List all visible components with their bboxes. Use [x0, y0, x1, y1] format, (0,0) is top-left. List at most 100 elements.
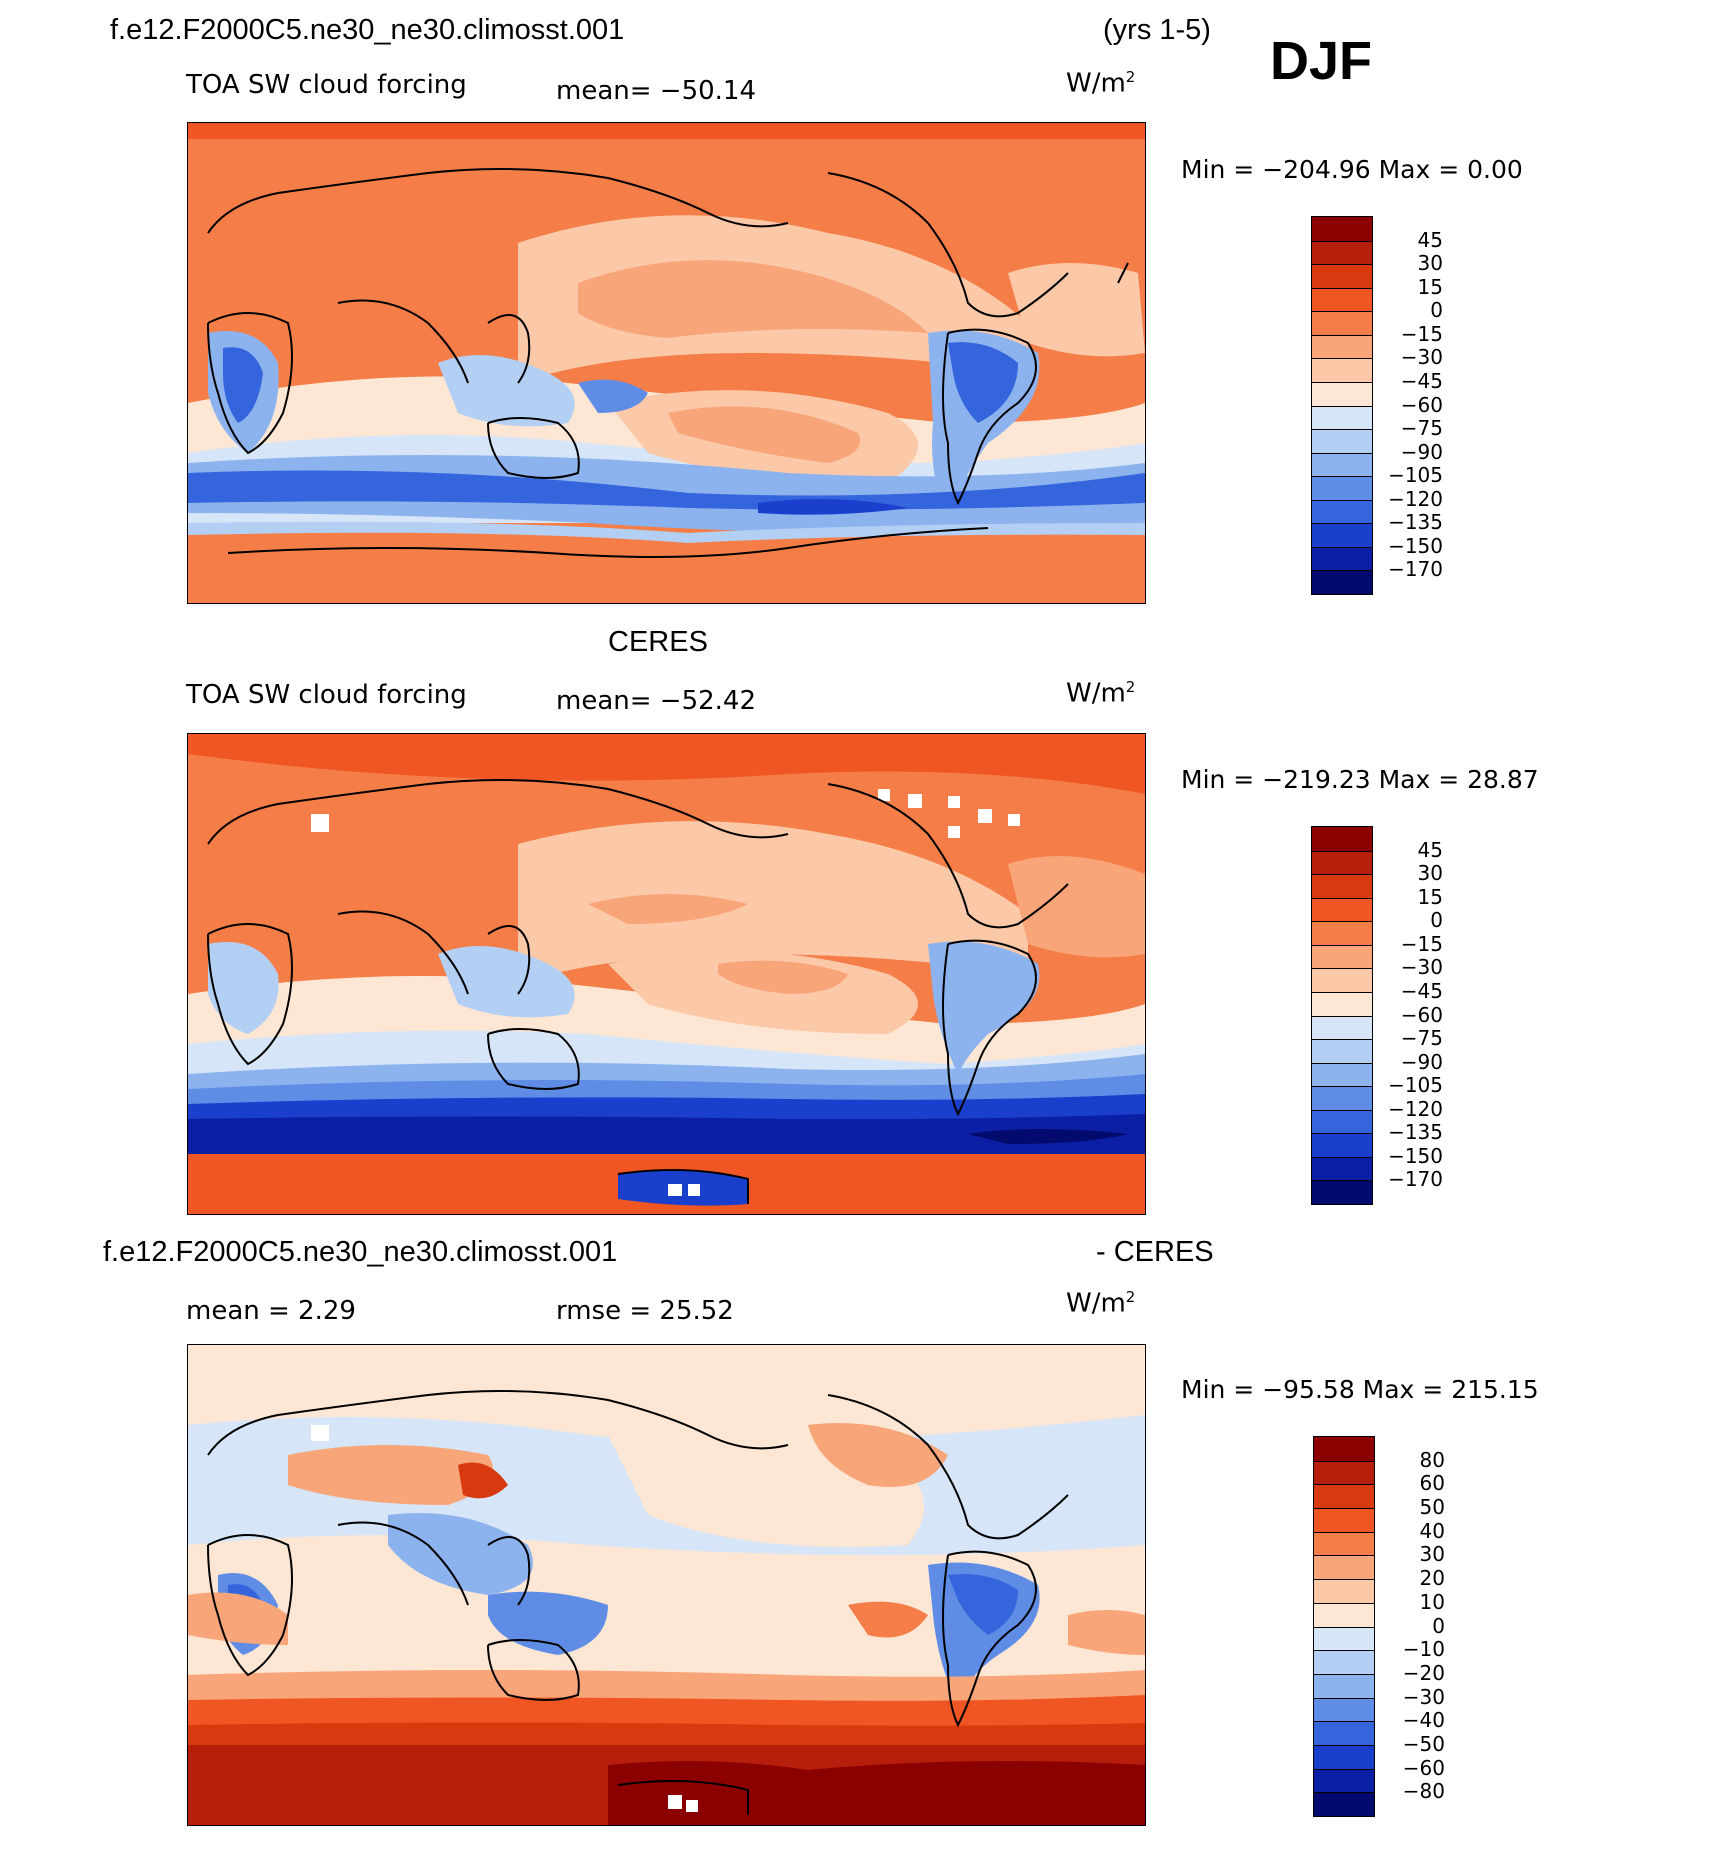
colorbar-segment	[1312, 217, 1372, 241]
colorbar-segment	[1312, 452, 1372, 477]
panel1-colorbar	[1311, 216, 1373, 595]
colorbar-tick-label: −135	[1388, 510, 1443, 535]
colorbar-segment	[1314, 1673, 1374, 1698]
colorbar-tick-label: 30	[1419, 1542, 1445, 1567]
panel2-map	[187, 733, 1146, 1215]
panel3-rmse: rmse = 25.52	[556, 1296, 734, 1326]
colorbar-tick-label: 15	[1417, 274, 1443, 299]
colorbar-tick-label: 20	[1419, 1566, 1445, 1591]
panel2-title: CERES	[608, 626, 708, 658]
colorbar-segment	[1312, 1086, 1372, 1110]
panel3-mean: mean = 2.29	[186, 1296, 356, 1326]
panel2-colorbar	[1311, 826, 1373, 1205]
panel2-variable: TOA SW cloud forcing	[186, 680, 467, 710]
colorbar-tick-label: −60	[1400, 392, 1443, 417]
colorbar-segment	[1314, 1460, 1374, 1485]
panel3-colorbar	[1313, 1436, 1375, 1817]
colorbar-segment	[1314, 1531, 1374, 1556]
colorbar-segment	[1312, 991, 1372, 1016]
colorbar-segment	[1312, 827, 1372, 851]
colorbar-segment	[1314, 1602, 1374, 1627]
colorbar-tick-label: 45	[1417, 837, 1443, 862]
colorbar-segment	[1312, 546, 1372, 571]
colorbar-tick-label: −120	[1388, 1096, 1443, 1121]
colorbar-segment	[1312, 1133, 1372, 1157]
colorbar-tick-label: −120	[1388, 486, 1443, 511]
colorbar-tick-label: −90	[1400, 439, 1443, 464]
colorbar-segment	[1314, 1768, 1374, 1793]
colorbar-segment	[1312, 897, 1372, 922]
colorbar-tick-label: −75	[1400, 1026, 1443, 1051]
panel1-variable: TOA SW cloud forcing	[186, 70, 467, 100]
colorbar-segment	[1312, 334, 1372, 359]
colorbar-tick-label: −75	[1400, 416, 1443, 441]
colorbar-segment	[1314, 1792, 1374, 1816]
colorbar-tick-label: 15	[1417, 884, 1443, 909]
panel2-mean: mean= −52.42	[556, 686, 757, 716]
colorbar-tick-label: 10	[1419, 1589, 1445, 1614]
colorbar-tick-label: −105	[1388, 463, 1443, 488]
colorbar-segment	[1312, 968, 1372, 992]
colorbar-segment	[1314, 1484, 1374, 1509]
panel3-title-right: - CERES	[1096, 1236, 1214, 1268]
season-label: DJF	[1270, 31, 1373, 91]
colorbar-segment	[1314, 1508, 1374, 1532]
colorbar-tick-label: −170	[1388, 1167, 1443, 1192]
colorbar-segment	[1312, 874, 1372, 898]
colorbar-segment	[1314, 1721, 1374, 1745]
colorbar-segment	[1312, 1015, 1372, 1040]
colorbar-tick-label: −60	[1400, 1002, 1443, 1027]
colorbar-tick-label: −170	[1388, 557, 1443, 582]
colorbar-segment	[1312, 1039, 1372, 1063]
colorbar-segment	[1312, 405, 1372, 430]
colorbar-tick-label: −135	[1388, 1120, 1443, 1145]
colorbar-tick-label: 30	[1417, 251, 1443, 276]
colorbar-segment	[1312, 944, 1372, 969]
colorbar-tick-label: −30	[1400, 345, 1443, 370]
colorbar-segment	[1312, 358, 1372, 382]
colorbar-segment	[1314, 1626, 1374, 1651]
colorbar-tick-label: −80	[1402, 1779, 1445, 1804]
colorbar-tick-label: 0	[1430, 298, 1443, 323]
colorbar-tick-label: −30	[1400, 955, 1443, 980]
colorbar-segment	[1312, 1109, 1372, 1134]
colorbar-tick-label: −40	[1402, 1708, 1445, 1733]
colorbar-tick-label: 45	[1417, 227, 1443, 252]
colorbar-segment	[1312, 381, 1372, 406]
colorbar-segment	[1312, 264, 1372, 288]
panel1-units: W/m2	[1066, 68, 1136, 99]
colorbar-tick-label: 80	[1419, 1447, 1445, 1472]
colorbar-segment	[1314, 1650, 1374, 1674]
colorbar-tick-label: 40	[1419, 1518, 1445, 1543]
colorbar-segment	[1314, 1437, 1374, 1461]
colorbar-tick-label: −15	[1400, 931, 1443, 956]
colorbar-segment	[1312, 240, 1372, 265]
colorbar-segment	[1312, 1180, 1372, 1204]
panel3-units: W/m2	[1066, 1288, 1136, 1319]
colorbar-tick-label: −150	[1388, 1143, 1443, 1168]
colorbar-segment	[1314, 1579, 1374, 1603]
colorbar-segment	[1314, 1555, 1374, 1580]
colorbar-segment	[1312, 850, 1372, 875]
colorbar-tick-label: −15	[1400, 321, 1443, 346]
panel1-map-field	[188, 123, 1145, 603]
colorbar-tick-label: −60	[1402, 1755, 1445, 1780]
colorbar-segment	[1312, 499, 1372, 524]
years-label: (yrs 1-5)	[1103, 14, 1211, 46]
panel2-minmax: Min = −219.23 Max = 28.87	[1181, 765, 1539, 794]
colorbar-tick-label: −30	[1402, 1684, 1445, 1709]
panel3-minmax: Min = −95.58 Max = 215.15	[1181, 1375, 1539, 1404]
panel1-map	[187, 122, 1146, 604]
colorbar-tick-label: 60	[1419, 1471, 1445, 1496]
colorbar-tick-label: −20	[1402, 1660, 1445, 1685]
colorbar-tick-label: −150	[1388, 533, 1443, 558]
colorbar-tick-label: 30	[1417, 861, 1443, 886]
colorbar-segment	[1312, 1156, 1372, 1181]
colorbar-segment	[1312, 311, 1372, 335]
colorbar-tick-label: −105	[1388, 1073, 1443, 1098]
colorbar-segment	[1312, 523, 1372, 547]
colorbar-tick-label: −45	[1400, 368, 1443, 393]
panel2-map-field	[188, 734, 1145, 1214]
colorbar-tick-label: −90	[1400, 1049, 1443, 1074]
colorbar-segment	[1312, 429, 1372, 453]
